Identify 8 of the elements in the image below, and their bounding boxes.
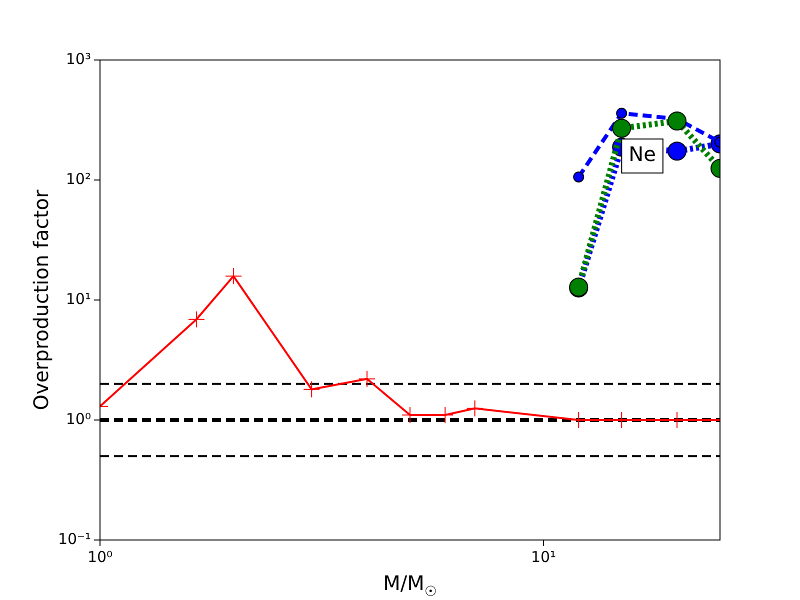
y-tick-label: 10³: [66, 50, 91, 68]
y-tick-label: 10⁰: [66, 410, 91, 428]
x-axis-title: M/M☉: [383, 571, 437, 600]
annotation: Ne: [628, 142, 656, 166]
y-axis-title: Overproduction factor: [29, 189, 53, 410]
y-tick-label: 10²: [66, 170, 91, 188]
y-tick-label: 10⁻¹: [58, 530, 91, 548]
y-tick-label: 10¹: [66, 290, 91, 308]
